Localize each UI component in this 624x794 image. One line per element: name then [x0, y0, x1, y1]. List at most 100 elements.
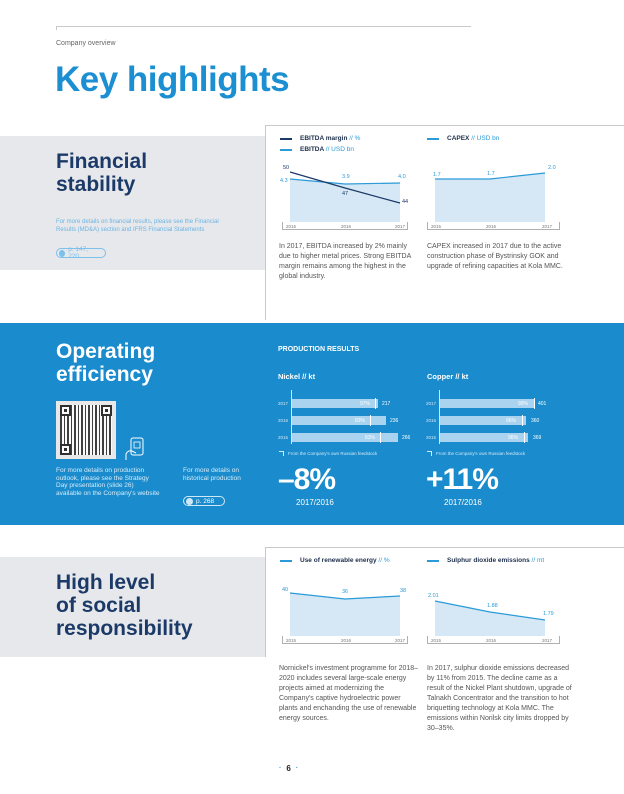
bar-value: 217 [382, 400, 391, 407]
legend-unit: // USD bn [471, 135, 500, 142]
social-vertical-divider [265, 547, 266, 657]
operating-title-line1: Operating [56, 340, 156, 363]
bar-pct: 96% [508, 434, 519, 441]
x-tick: 2015 [431, 638, 442, 643]
financial-title-line2: stability [56, 173, 136, 196]
x-tick: 2016 [341, 638, 352, 643]
page-number-text: 6 [286, 764, 291, 773]
renewable-2017: 38 [400, 588, 407, 594]
capex-2016: 1.7 [487, 171, 495, 177]
legend-so2: Sulphur dioxide emissions // mt [427, 557, 544, 564]
page-number: · 6 · [279, 764, 298, 773]
financial-panel [0, 136, 265, 270]
social-title-line1: High level [56, 571, 156, 594]
copper-period: 2017/2016 [444, 498, 482, 507]
nickel-title: Nickel // kt [278, 372, 316, 381]
bar-fill [440, 416, 526, 425]
x-axis [282, 222, 408, 230]
ebitda-2015: 4.3 [280, 178, 288, 184]
social-title: High level of social responsibility [56, 571, 193, 640]
bar-year: 2015 [426, 435, 437, 440]
x-axis [427, 636, 560, 644]
strategy-note: For more details on production outlook, … [56, 467, 160, 497]
phone-scan-icon [124, 437, 146, 461]
social-divider [265, 547, 624, 548]
nickel-footnote: From the Company's own Russian feedstock [279, 451, 377, 456]
legend-unit: // mt [531, 557, 545, 564]
operating-title-line2: efficiency [56, 363, 153, 386]
bar-marker [534, 398, 535, 409]
x-tick: 2015 [431, 224, 442, 229]
so2-text: In 2017, sulphur dioxide emissions decre… [427, 665, 572, 732]
ebitda-margin-2016: 47 [342, 191, 349, 197]
renewable-2016: 36 [342, 589, 349, 595]
ebitda-2017: 4.0 [398, 174, 406, 180]
legend-capex: CAPEX // USD bn [427, 135, 499, 142]
capex-2017: 2.0 [548, 165, 556, 171]
renewable-text: Nornickel's investment programme for 201… [279, 665, 419, 722]
bar-axis [291, 390, 292, 444]
bracket-icon [279, 451, 284, 456]
renewable-2015: 40 [282, 587, 289, 593]
ebitda-text: In 2017, EBITDA increased by 2% mainly d… [279, 243, 411, 280]
legend-label: EBITDA [300, 146, 324, 153]
bar-pct: 83% [355, 417, 366, 424]
qr-pattern [60, 405, 112, 455]
bar-marker [380, 432, 381, 443]
capex-text: CAPEX increased in 2017 due to the activ… [427, 243, 563, 270]
bar-marker [522, 415, 523, 426]
bar-fill [440, 433, 528, 442]
financial-title-line1: Financial [56, 150, 148, 173]
bar-year: 2017 [426, 401, 437, 406]
x-tick: 2017 [395, 638, 406, 643]
bar-marker [524, 432, 525, 443]
x-axis [282, 636, 408, 644]
legend-unit: // % [349, 135, 361, 142]
footnote-text: From the Company's own Russian feedstock [288, 451, 378, 456]
qr-finder [101, 405, 112, 416]
legend-swatch [427, 559, 439, 562]
top-rule-tick [56, 26, 57, 30]
bar-value: 236 [390, 417, 399, 424]
bar-year: 2016 [426, 418, 437, 423]
legend-label: Sulphur dioxide emissions [447, 557, 530, 564]
renewable-chart: 40 36 38 2015 2016 2017 [280, 585, 410, 650]
bar-value: 401 [538, 400, 547, 407]
x-tick: 2017 [542, 224, 553, 229]
so2-2017: 1.79 [543, 611, 554, 617]
qr-code[interactable] [56, 401, 116, 459]
legend-label: EBITDA margin [300, 135, 348, 142]
financial-page-ref[interactable]: p. 147, 220 [56, 246, 106, 260]
bar-pct: 83% [365, 434, 376, 441]
legend-swatch [427, 137, 439, 140]
page-title: Key highlights [55, 60, 290, 99]
copper-title: Copper // kt [427, 372, 469, 381]
legend-swatch [280, 559, 292, 562]
bar-axis [439, 390, 440, 444]
financial-note: For more details on financial results, p… [56, 219, 219, 233]
legend-ebitda: EBITDA // USD bn [280, 146, 354, 153]
ebitda-chart: 50 47 44 4.3 3.9 4.0 2015 2016 2017 [280, 165, 410, 230]
bar-pct: 97% [360, 400, 371, 407]
x-tick: 2015 [286, 638, 297, 643]
ebitda-margin-2017: 44 [402, 199, 409, 205]
so2-2016: 1.88 [487, 603, 498, 609]
x-tick: 2016 [341, 224, 352, 229]
social-panel [0, 557, 265, 657]
legend-unit: // % [378, 557, 390, 564]
operating-page-ref[interactable]: p. 268 [183, 496, 225, 506]
nickel-change: –8% [278, 463, 336, 496]
bar-marker [375, 398, 376, 409]
legend-label: Use of renewable energy [300, 557, 377, 564]
bar-year: 2015 [278, 435, 289, 440]
bracket-icon [427, 451, 432, 456]
production-title: PRODUCTION RESULTS [278, 346, 360, 353]
bar-pct: 96% [506, 417, 517, 424]
legend-renewable: Use of renewable energy // % [280, 557, 390, 564]
operating-title: Operating efficiency [56, 340, 155, 386]
copper-chart: 2017 2016 2015 99% 401 96% 360 96% 369 [426, 390, 576, 445]
bar-pct: 99% [518, 400, 529, 407]
bar-row-2015: 96% 369 [440, 432, 550, 443]
bar-fill [292, 399, 378, 408]
bar-row-2017: 99% 401 [440, 398, 550, 409]
